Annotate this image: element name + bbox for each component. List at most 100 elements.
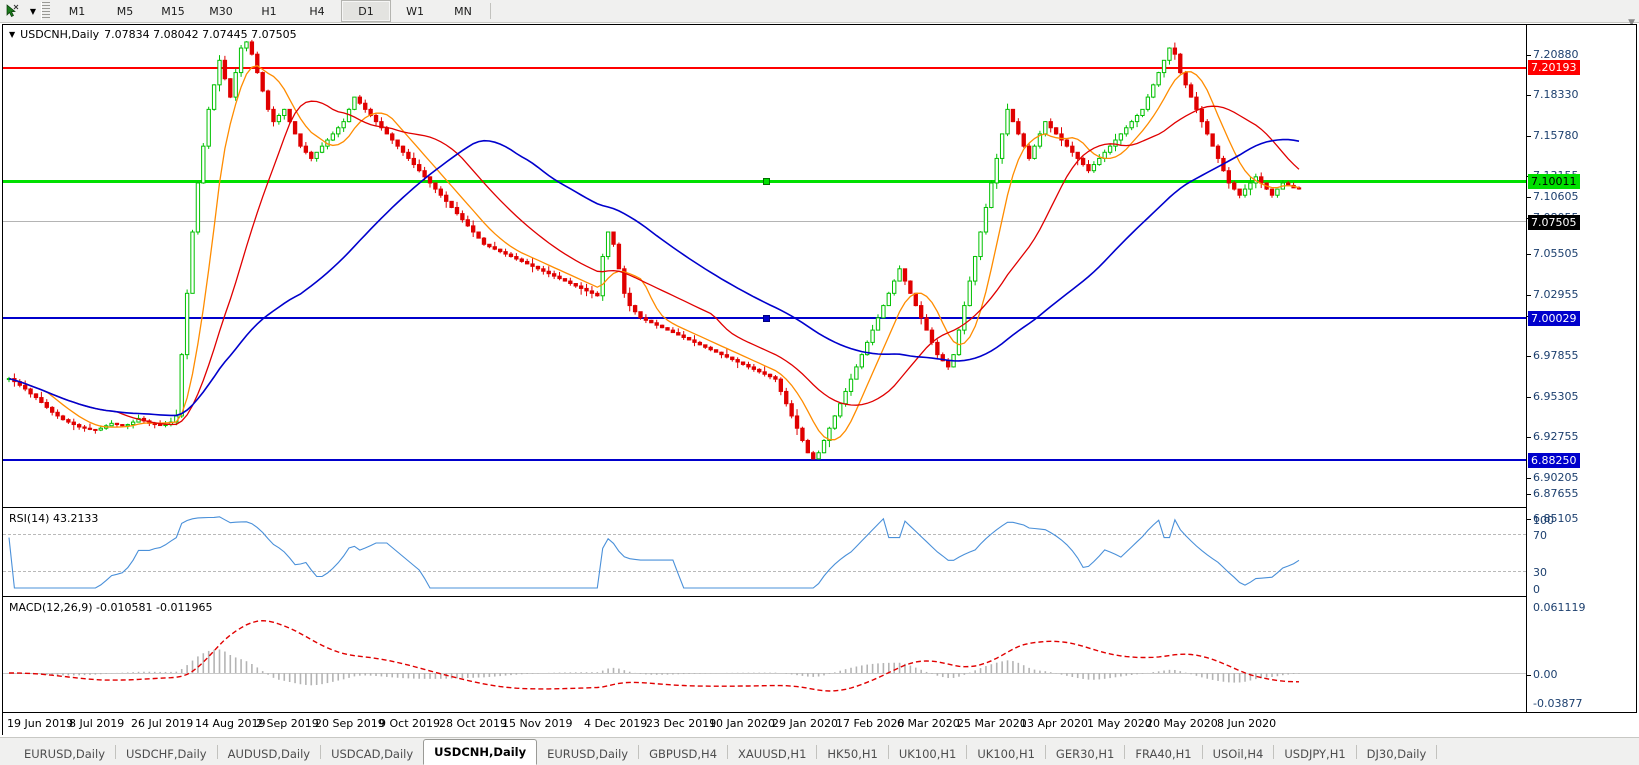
timeframe-m5[interactable]: M5 xyxy=(101,1,149,21)
symbol-tab-eurusd-daily-1[interactable]: EURUSD,Daily xyxy=(24,747,105,761)
timeframe-d1[interactable]: D1 xyxy=(341,0,391,22)
resistance-line[interactable] xyxy=(3,67,1526,69)
chart-header: ▼ USDCNH,Daily 7.07834 7.08042 7.07445 7… xyxy=(9,28,297,41)
rsi-tick: 70 xyxy=(1533,529,1547,542)
date-tick: 25 Mar 2020 xyxy=(957,717,1027,730)
date-tick: 13 Apr 2020 xyxy=(1020,717,1089,730)
current-price-label: 7.07505 xyxy=(1528,215,1580,230)
symbol-tab-usoil-h4[interactable]: USOil,H4 xyxy=(1212,747,1264,761)
tab-divider xyxy=(638,744,640,759)
date-tick: 10 Jan 2020 xyxy=(709,717,775,730)
price-tick: 7.02955 xyxy=(1527,288,1579,301)
chart-symbol-label: USDCNH,Daily xyxy=(20,28,100,41)
rsi-tick: 100 xyxy=(1533,514,1554,527)
timeframe-mn[interactable]: MN xyxy=(439,1,487,21)
tab-divider xyxy=(115,744,116,759)
symbol-tab-hk50-h1[interactable]: HK50,H1 xyxy=(827,747,878,761)
symbol-tab-audusd-daily[interactable]: AUDUSD,Daily xyxy=(227,747,311,761)
symbol-tab-gbpusd-h4[interactable]: GBPUSD,H4 xyxy=(649,747,718,761)
pane-separator-macd xyxy=(3,596,1526,597)
price-tick: 6.97855 xyxy=(1527,349,1579,362)
current-price-line xyxy=(3,221,1526,222)
support-line-688250[interactable] xyxy=(3,459,1526,461)
tab-divider xyxy=(727,744,729,759)
pane-separator-rsi xyxy=(3,507,1526,508)
price-tick: 6.87655 xyxy=(1527,487,1579,500)
date-tick: 14 Aug 2019 xyxy=(195,717,266,730)
price-tick: 7.15780 xyxy=(1527,129,1579,142)
timeframe-label: MN xyxy=(454,4,472,18)
timeframe-m30[interactable]: M30 xyxy=(197,1,245,21)
tab-divider xyxy=(816,744,818,759)
tab-divider xyxy=(887,744,889,759)
timeframe-w1[interactable]: W1 xyxy=(391,1,439,21)
rsi-tick: 0 xyxy=(1533,583,1540,596)
symbol-tab-xauusd-h1[interactable]: XAUUSD,H1 xyxy=(738,747,807,761)
chevron-down-icon[interactable]: ▼ xyxy=(29,6,37,16)
date-tick: 8 Jul 2019 xyxy=(69,717,125,730)
symbol-tab-eurusd-daily-2[interactable]: EURUSD,Daily xyxy=(547,747,629,761)
date-tick: 6 Mar 2020 xyxy=(897,717,960,730)
price-tick: 7.18330 xyxy=(1527,88,1579,101)
support-line-handle[interactable] xyxy=(763,315,770,322)
green-level-label[interactable]: 7.10011 xyxy=(1528,174,1580,189)
price-tick: 6.95305 xyxy=(1527,390,1579,403)
rsi-lower-band xyxy=(3,571,1526,572)
timeframe-label: M30 xyxy=(209,4,233,18)
symbol-tab-usdcnh-daily[interactable]: USDCNH,Daily xyxy=(423,739,538,765)
price-tick: 7.20880 xyxy=(1527,48,1579,61)
symbol-tab-ger30-h1[interactable]: GER30,H1 xyxy=(1055,747,1115,761)
drag-grip-icon[interactable] xyxy=(41,2,50,20)
macd-zero-line xyxy=(3,673,1526,674)
date-axis[interactable]: 19 Jun 2019 8 Jul 2019 26 Jul 2019 14 Au… xyxy=(2,713,1637,735)
date-tick: 15 Nov 2019 xyxy=(502,717,573,730)
timeframe-h4[interactable]: H4 xyxy=(293,1,341,21)
tab-divider xyxy=(1044,744,1046,759)
rsi-tick: 30 xyxy=(1533,566,1547,579)
tab-divider xyxy=(966,744,968,759)
price-tick: 7.10605 xyxy=(1527,190,1579,203)
tab-divider xyxy=(216,744,218,759)
symbol-tab-uk100-h1-1[interactable]: UK100,H1 xyxy=(898,747,957,761)
tab-divider xyxy=(1124,744,1126,759)
crosshair-cursor-icon[interactable] xyxy=(0,1,26,21)
timeframe-label: M15 xyxy=(161,4,185,18)
price-tick: 6.92755 xyxy=(1527,430,1579,443)
green-line-handle[interactable] xyxy=(763,178,770,185)
date-tick: 20 Sep 2019 xyxy=(315,717,385,730)
timeframe-m1[interactable]: M1 xyxy=(53,1,101,21)
symbol-tab-usdchf-daily[interactable]: USDCHF,Daily xyxy=(126,747,207,761)
date-tick: 28 Oct 2019 xyxy=(439,717,508,730)
symbol-tab-bar[interactable]: EURUSD,Daily USDCHF,Daily AUDUSD,Daily U… xyxy=(0,737,1639,765)
symbol-tab-fra40-h1[interactable]: FRA40,H1 xyxy=(1135,747,1192,761)
macd-series xyxy=(9,619,1300,692)
rsi-header-label: RSI(14) 43.2133 xyxy=(9,512,99,525)
date-tick: 9 Oct 2019 xyxy=(379,717,441,730)
support-level-label-700029[interactable]: 7.00029 xyxy=(1528,311,1580,326)
symbol-tab-dj30-daily[interactable]: DJ30,Daily xyxy=(1366,747,1427,761)
chart-frame[interactable]: ▼ USDCNH,Daily 7.07834 7.08042 7.07445 7… xyxy=(2,24,1637,713)
tab-divider xyxy=(1273,744,1275,759)
scroll-indicator-icon[interactable]: ▼ xyxy=(1628,18,1635,28)
support-level-label-688250[interactable]: 6.88250 xyxy=(1528,453,1580,468)
timeframe-m15[interactable]: M15 xyxy=(149,1,197,21)
timeframe-label: M1 xyxy=(68,4,86,18)
triangle-down-icon[interactable]: ▼ xyxy=(9,30,16,39)
date-tick: 29 Jan 2020 xyxy=(772,717,838,730)
symbol-tab-usdcad-daily[interactable]: USDCAD,Daily xyxy=(331,747,414,761)
tab-divider xyxy=(1436,744,1438,759)
symbol-tab-uk100-h1-2[interactable]: UK100,H1 xyxy=(977,747,1035,761)
timeframe-label: W1 xyxy=(406,4,424,18)
date-tick: 26 Jul 2019 xyxy=(131,717,194,730)
rsi-upper-band xyxy=(3,534,1526,535)
resistance-level-label[interactable]: 7.20193 xyxy=(1528,60,1580,75)
symbol-tab-usdjpy-h1[interactable]: USDJPY,H1 xyxy=(1284,747,1346,761)
timeframe-toolbar: ▼ M1 M5 M15 M30 H1 H4 D1 W1 MN xyxy=(0,0,1639,23)
date-tick: 8 Jun 2020 xyxy=(1217,717,1277,730)
chart-plot-area[interactable]: ▼ USDCNH,Daily 7.07834 7.08042 7.07445 7… xyxy=(3,25,1526,712)
price-axis[interactable]: 7.20880 7.18330 7.15780 7.13155 7.10605 … xyxy=(1526,25,1636,712)
macd-tick: 0.061119 xyxy=(1533,601,1586,614)
timeframe-label: H1 xyxy=(261,4,277,18)
timeframe-h1[interactable]: H1 xyxy=(245,1,293,21)
